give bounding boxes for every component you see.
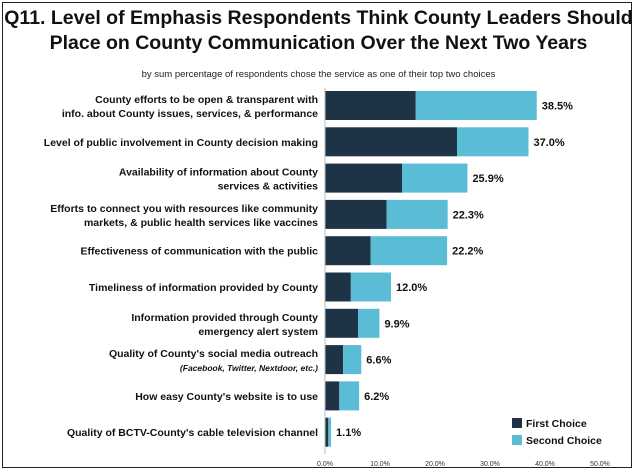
category-label: Efforts to connect you with resources li… [50, 203, 318, 215]
bar-first-choice [325, 199, 387, 229]
x-tick-label: 30.0% [480, 461, 500, 468]
bar-first-choice [325, 236, 371, 266]
category-label: markets, & public health services like v… [84, 217, 318, 229]
x-tick-label: 40.0% [535, 461, 555, 468]
bar-second-choice [457, 127, 529, 157]
bar-second-choice [415, 91, 537, 120]
data-label: 1.1% [336, 427, 361, 439]
legend-label: Second Choice [526, 435, 602, 447]
bar-first-choice [325, 345, 344, 375]
chart-title-line-2: Place on County Communication Over the N… [49, 32, 588, 54]
x-tick-label: 50.0% [590, 461, 610, 468]
bar-first-choice [325, 272, 351, 302]
category-label: County efforts to be open & transparent … [95, 94, 318, 106]
chart-subtitle: by sum percentage of respondents chose t… [141, 69, 496, 80]
category-label: Information provided through County [131, 312, 318, 324]
data-label: 38.5% [542, 101, 573, 113]
chart-frame [2, 2, 632, 468]
chart-title-line-1: Q11. Level of Emphasis Respondents Think… [4, 7, 633, 29]
legend-swatch [512, 435, 522, 445]
category-label: info. about County issues, services, & p… [62, 108, 318, 120]
bar-first-choice [325, 127, 457, 157]
bar-second-choice [358, 308, 380, 338]
data-label: 37.0% [534, 137, 565, 149]
data-label: 22.3% [453, 209, 484, 221]
category-label: emergency alert system [198, 326, 318, 338]
bar-first-choice [325, 308, 358, 338]
bar-second-choice [350, 272, 391, 302]
category-label: Quality of County's social media outreac… [109, 348, 318, 360]
chart-title: Q11. Level of Emphasis Respondents Think… [0, 6, 637, 56]
bar-second-choice [343, 345, 362, 375]
bar-first-choice [325, 417, 329, 447]
x-tick-label: 20.0% [425, 461, 445, 468]
bar-second-choice [402, 163, 468, 193]
data-label: 25.9% [472, 173, 503, 185]
category-label: Timeliness of information provided by Co… [89, 282, 318, 294]
category-label: How easy County's website is to use [135, 391, 318, 403]
x-tick-label: 0.0% [317, 461, 333, 468]
bar-second-choice [386, 199, 448, 229]
data-label: 9.9% [384, 318, 409, 330]
category-label: Availability of information about County [119, 167, 318, 179]
bar-first-choice [325, 163, 402, 193]
bar-first-choice [325, 91, 416, 120]
data-label: 6.2% [364, 391, 389, 403]
bar-first-choice [325, 381, 340, 411]
category-label: services & activities [218, 181, 319, 193]
category-label: Level of public involvement in County de… [44, 137, 318, 149]
legend-swatch [512, 418, 522, 428]
data-label: 12.0% [396, 282, 427, 294]
legend-label: First Choice [526, 418, 587, 430]
category-label: Quality of BCTV-County's cable televisio… [67, 427, 318, 439]
data-label: 6.6% [366, 355, 391, 367]
bar-second-choice [339, 381, 360, 411]
bar-second-choice [328, 417, 332, 447]
category-label: (Facebook, Twitter, Nextdoor, etc.) [180, 363, 318, 373]
x-tick-label: 10.0% [370, 461, 390, 468]
bar-second-choice [370, 236, 448, 266]
data-label: 22.2% [452, 246, 483, 258]
category-label: Effectiveness of communication with the … [81, 246, 319, 258]
